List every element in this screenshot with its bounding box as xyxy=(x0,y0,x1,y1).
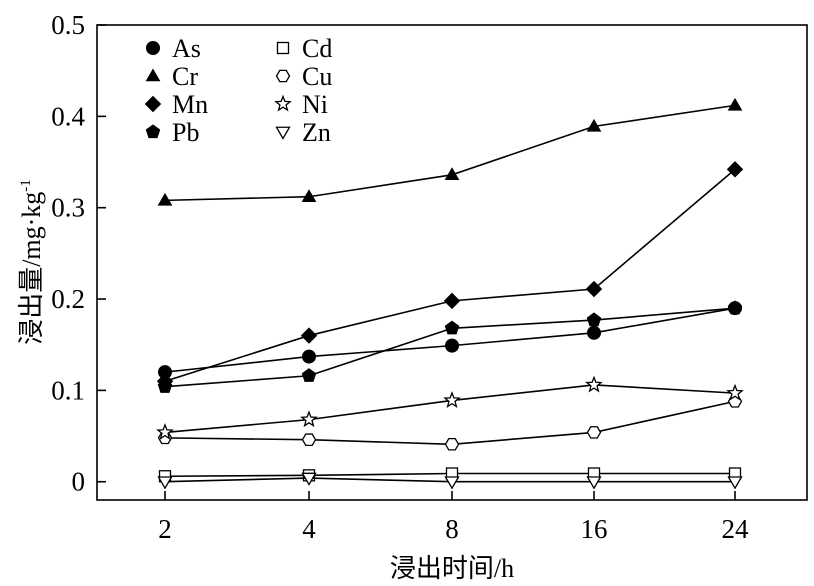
data-point-mn xyxy=(443,292,461,310)
legend-label-ni: Ni xyxy=(302,90,328,119)
data-point-as xyxy=(445,338,459,353)
series-as xyxy=(158,301,742,380)
legend-label-pb: Pb xyxy=(172,118,199,147)
series-cr xyxy=(157,97,743,206)
data-point-cr xyxy=(586,118,602,132)
legend-item-cu: Cu xyxy=(275,62,332,91)
series-line-ni xyxy=(164,384,736,434)
legend-marker-cd xyxy=(276,41,290,55)
data-point-cr xyxy=(301,189,317,202)
series-mn xyxy=(156,161,744,390)
legend-label-cd: Cd xyxy=(302,34,332,63)
series-pb xyxy=(157,300,743,393)
legend-item-ni: Ni xyxy=(274,90,328,119)
series-zn xyxy=(157,472,743,490)
legend-label-cu: Cu xyxy=(302,62,332,91)
data-point-cu xyxy=(586,426,602,439)
data-point-zn xyxy=(586,476,602,490)
series-line-cr xyxy=(164,104,736,202)
data-point-ni xyxy=(300,410,318,428)
y-axis-title: 浸出量/mg·kg-1 xyxy=(17,179,46,345)
data-point-zn xyxy=(157,476,173,490)
y-tick-label: 0 xyxy=(72,467,86,497)
x-tick-label: 24 xyxy=(722,514,750,544)
data-point-as xyxy=(302,349,316,364)
x-tick-label: 16 xyxy=(581,514,608,544)
legend-item-cd: Cd xyxy=(276,34,332,63)
y-axis-title-superscript: -1 xyxy=(18,179,34,192)
legend-marker-zn xyxy=(275,126,291,140)
data-point-cr xyxy=(157,192,173,206)
x-tick-label: 8 xyxy=(445,514,459,544)
data-point-pb xyxy=(157,379,173,393)
data-point-mn xyxy=(300,327,318,344)
legend-marker-cu xyxy=(275,69,291,83)
legend-label-as: As xyxy=(172,34,201,63)
legend-marker-mn xyxy=(144,95,162,113)
y-tick-label: 0.3 xyxy=(51,193,85,223)
series-layer xyxy=(156,97,744,490)
y-tick-label: 0.2 xyxy=(51,284,85,314)
y-axis-ticks: 0 0.1 0.2 0.3 0.4 0.5 xyxy=(51,10,106,497)
data-point-cu xyxy=(444,437,460,451)
legend-label-mn: Mn xyxy=(172,90,208,119)
legend-marker-as xyxy=(146,41,160,55)
data-point-zn xyxy=(301,472,317,486)
legend-marker-pb xyxy=(145,124,161,139)
legend-marker-cr xyxy=(145,68,161,82)
data-point-zn xyxy=(444,476,460,490)
data-point-cr xyxy=(727,97,743,111)
x-tick-label: 2 xyxy=(158,514,172,544)
legend-item-pb: Pb xyxy=(145,118,199,147)
data-point-ni xyxy=(156,423,174,440)
series-line-cu xyxy=(164,400,736,446)
legend-label-zn: Zn xyxy=(302,118,331,147)
data-point-mn xyxy=(726,161,744,178)
data-point-pb xyxy=(727,300,743,315)
y-axis-title-main: 浸出量/mg·kg xyxy=(17,192,46,345)
legend-label-cr: Cr xyxy=(172,62,198,91)
x-tick-label: 4 xyxy=(302,514,316,544)
legend-marker-ni xyxy=(274,94,292,112)
data-point-zn xyxy=(727,476,743,490)
data-point-pb xyxy=(444,320,460,335)
data-point-pb xyxy=(301,368,317,382)
legend-item-as: As xyxy=(146,34,201,63)
x-axis-ticks: 2 4 8 16 24 xyxy=(158,491,749,544)
legend-item-cr: Cr xyxy=(145,62,198,91)
data-point-ni xyxy=(726,383,744,401)
y-tick-label: 0.4 xyxy=(51,101,85,131)
data-point-as xyxy=(587,325,601,340)
legend-item-mn: Mn xyxy=(144,90,208,119)
series-ni xyxy=(156,375,744,440)
x-axis-title: 浸出时间/h xyxy=(390,554,514,583)
legend-item-zn: Zn xyxy=(275,118,331,147)
y-tick-label: 0.1 xyxy=(51,375,85,405)
y-tick-label: 0.5 xyxy=(51,10,85,40)
data-point-pb xyxy=(586,312,602,327)
data-point-ni xyxy=(585,375,603,393)
data-point-cr xyxy=(444,167,460,181)
data-point-ni xyxy=(443,391,461,408)
data-point-mn xyxy=(585,280,603,298)
data-point-cu xyxy=(301,433,317,446)
